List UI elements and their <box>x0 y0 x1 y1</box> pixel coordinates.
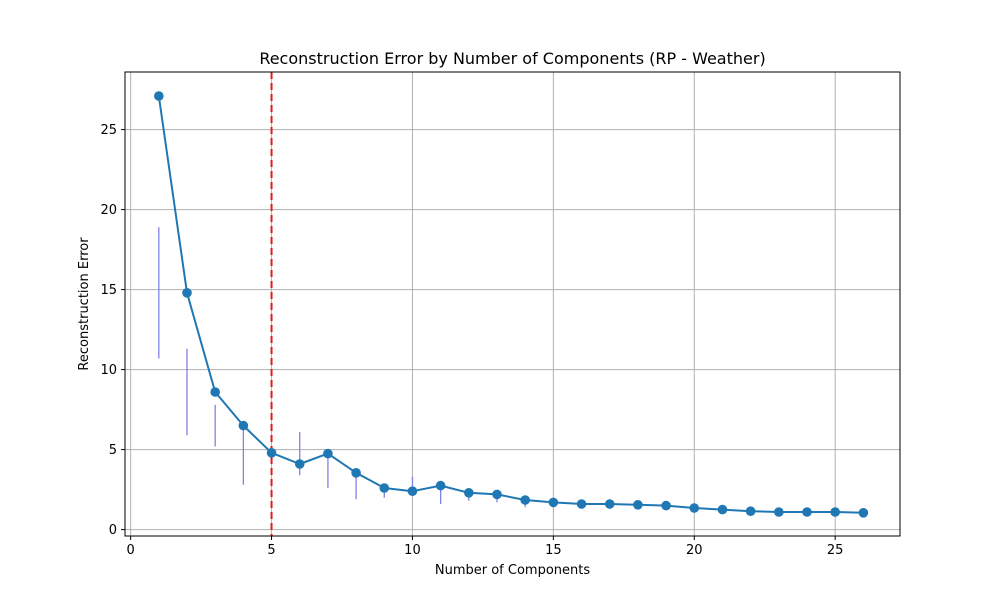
data-point <box>379 483 390 493</box>
x-tick-label: 25 <box>827 543 844 558</box>
data-point <box>154 91 164 101</box>
data-point <box>633 500 643 510</box>
data-point <box>717 504 728 515</box>
y-axis-label: Reconstruction Error <box>77 237 92 371</box>
y-tick-label: 20 <box>100 203 117 218</box>
data-point <box>661 500 671 511</box>
x-tick-label: 5 <box>267 543 275 558</box>
x-tick-label: 20 <box>686 543 703 558</box>
x-axis-ticks: 0 5 10 15 20 25 <box>126 536 843 558</box>
data-point <box>576 499 587 509</box>
data-point <box>548 497 559 508</box>
data-point <box>435 480 446 491</box>
data-point <box>182 288 192 298</box>
series-line <box>157 95 864 514</box>
series-points <box>154 91 869 518</box>
data-point <box>210 387 220 397</box>
data-point <box>858 508 869 518</box>
data-point <box>520 495 530 505</box>
y-tick-label: 0 <box>109 523 117 538</box>
grid-layer <box>125 72 900 536</box>
data-point <box>604 499 615 509</box>
data-point <box>407 486 418 497</box>
data-point <box>294 459 305 469</box>
data-point <box>351 468 361 478</box>
plot-frame <box>124 71 901 537</box>
y-tick-label: 5 <box>109 443 117 458</box>
chart-title: Reconstruction Error by Number of Compon… <box>259 49 765 68</box>
y-tick-label: 10 <box>100 363 117 378</box>
data-point <box>323 448 333 459</box>
data-point <box>689 503 700 513</box>
data-point <box>774 507 784 517</box>
x-axis-label: Number of Components <box>435 563 590 578</box>
series-polyline <box>157 95 864 514</box>
data-point <box>266 448 277 458</box>
y-tick-label: 15 <box>100 283 117 298</box>
data-point <box>745 506 756 516</box>
data-point <box>802 507 812 517</box>
y-axis-ticks: 0 5 10 15 20 25 <box>100 123 125 538</box>
y-tick-label: 25 <box>100 123 117 138</box>
x-tick-label: 15 <box>545 543 562 558</box>
x-tick-label: 10 <box>404 543 421 558</box>
data-point <box>238 420 249 431</box>
data-point <box>464 488 474 498</box>
data-point <box>830 507 840 517</box>
data-point <box>492 489 502 500</box>
x-tick-label: 0 <box>126 543 134 558</box>
